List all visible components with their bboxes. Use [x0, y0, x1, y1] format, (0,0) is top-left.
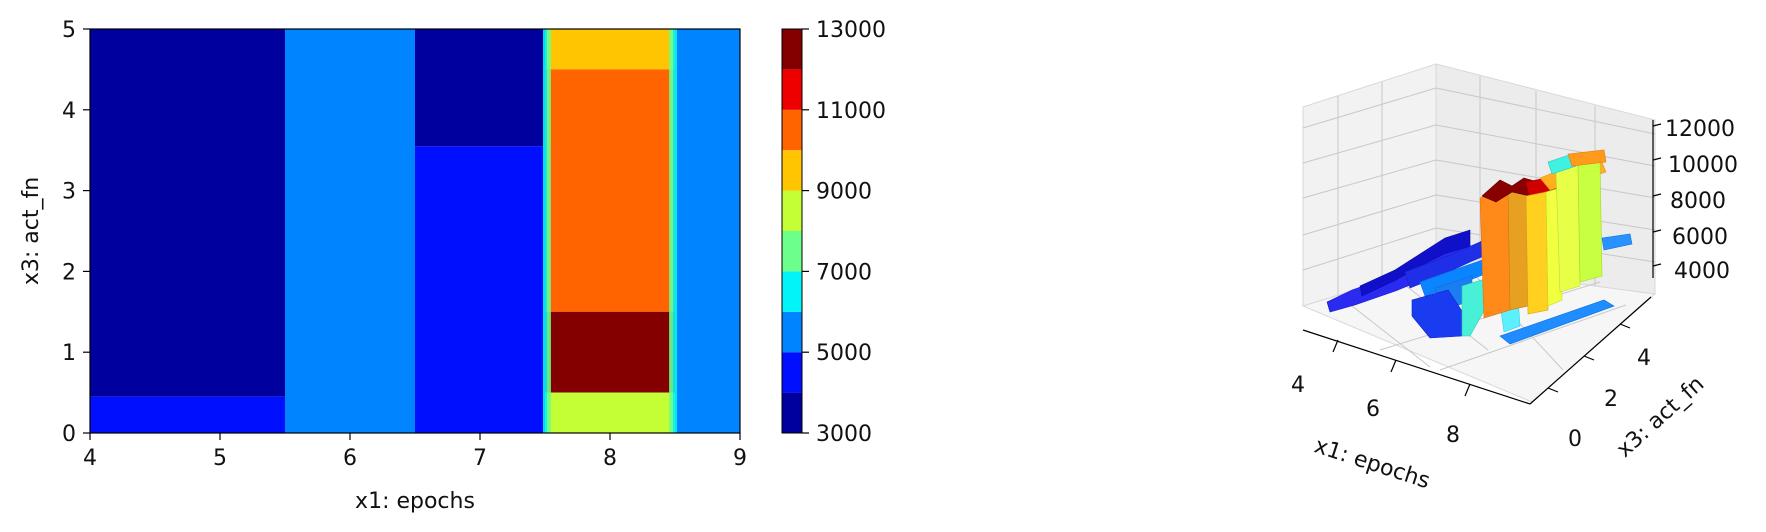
heatmap-contour-band — [673, 29, 677, 433]
colorbar-tick-label: 7000 — [816, 260, 872, 285]
heatmap-x-label: x1: epochs — [355, 489, 475, 514]
surface3d-z-tick: 4000 — [1674, 259, 1730, 284]
colorbar-frame — [781, 28, 803, 434]
colorbar-tick-label: 3000 — [816, 422, 872, 447]
heatmap-x-tick-label: 5 — [213, 446, 227, 471]
colorbar-tick-label: 11000 — [816, 99, 886, 124]
surface3d-z-tick: 8000 — [1670, 189, 1726, 214]
surface3d-y-label: x3: act_fn — [1612, 372, 1709, 463]
heatmap-y-tick-label: 1 — [62, 341, 76, 366]
surface3d-x-tick: 4 — [1291, 373, 1305, 398]
colorbar-tick-label: 13000 — [816, 18, 886, 43]
heatmap-region — [675, 29, 740, 433]
surface3d-x-label: x1: epochs — [1311, 433, 1433, 494]
heatmap-x-tick-label: 9 — [733, 446, 747, 471]
heatmap-contour-band — [543, 29, 547, 433]
heatmap-y-ticks: 0 1 2 3 4 5 — [62, 18, 90, 447]
colorbar-band — [782, 392, 802, 433]
heatmap-region — [285, 29, 415, 433]
heatmap-region — [545, 69, 675, 312]
colorbar-band — [782, 271, 802, 312]
colorbar-band — [782, 69, 802, 110]
heatmap-x-tick-label: 4 — [83, 446, 97, 471]
heatmap-y-label: x3: act_fn — [19, 177, 44, 285]
surface3d-z-tick: 6000 — [1672, 225, 1728, 250]
heatmap-region — [90, 29, 285, 397]
colorbar-ticks: 3000 5000 7000 9000 11000 13000 — [802, 18, 886, 447]
heatmap-region — [545, 29, 675, 70]
heatmap-contour-band — [669, 29, 674, 433]
colorbar-band — [782, 150, 802, 191]
heatmap-x-tick-label: 7 — [473, 446, 487, 471]
heatmap-y-tick-label: 5 — [62, 18, 76, 43]
colorbar-band — [782, 231, 802, 272]
colorbar-band — [782, 109, 802, 151]
surface3d-mesh — [1326, 149, 1633, 345]
surface3d-y-tick: 2 — [1604, 387, 1618, 412]
colorbar-tick-label: 9000 — [816, 180, 872, 205]
heatmap-region — [90, 396, 285, 433]
heatmap-x-tick-label: 8 — [603, 446, 617, 471]
colorbar-tick-label: 5000 — [816, 341, 872, 366]
heatmap-contour-band — [546, 29, 551, 433]
heatmap-region — [545, 311, 675, 393]
colorbar-bands — [782, 29, 802, 433]
heatmap-y-tick-label: 3 — [62, 180, 76, 205]
heatmap-y-tick-label: 0 — [62, 422, 76, 447]
heatmap-y-tick-label: 2 — [62, 260, 76, 285]
colorbar-band — [782, 190, 802, 231]
colorbar: 3000 5000 7000 9000 11000 13000 — [781, 18, 886, 447]
heatmap-x-ticks: 4 5 6 7 8 9 — [83, 433, 747, 471]
surface3d-y-tick: 4 — [1637, 346, 1651, 371]
heatmap-region — [545, 392, 675, 433]
heatmap-y-tick-label: 4 — [62, 99, 76, 124]
surface3d-plot: 4 6 8 0 2 4 12000 10000 8000 6000 4000 x… — [1291, 63, 1738, 494]
surface3d-z-tick: 12000 — [1665, 117, 1735, 142]
surface3d-axes — [1302, 120, 1662, 405]
heatmap-regions — [90, 29, 740, 433]
heatmap-region — [415, 146, 545, 433]
colorbar-band — [782, 311, 802, 353]
surface3d-x-tick: 6 — [1366, 397, 1380, 422]
heatmap-frame — [89, 28, 741, 434]
surface3d-z-tick: 10000 — [1668, 153, 1738, 178]
surface3d-x-tick: 8 — [1446, 423, 1460, 448]
surface3d-y-tick: 0 — [1568, 427, 1582, 452]
heatmap-plot: 4 5 6 7 8 9 0 1 2 3 4 5 x1: epochs x3: act_fn — [19, 18, 747, 514]
colorbar-band — [782, 352, 802, 393]
heatmap-x-tick-label: 6 — [343, 446, 357, 471]
heatmap-region — [415, 29, 545, 147]
colorbar-band — [782, 29, 802, 70]
